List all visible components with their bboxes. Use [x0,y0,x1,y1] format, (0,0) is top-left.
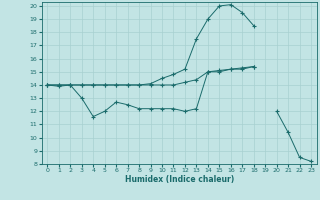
X-axis label: Humidex (Indice chaleur): Humidex (Indice chaleur) [124,175,234,184]
